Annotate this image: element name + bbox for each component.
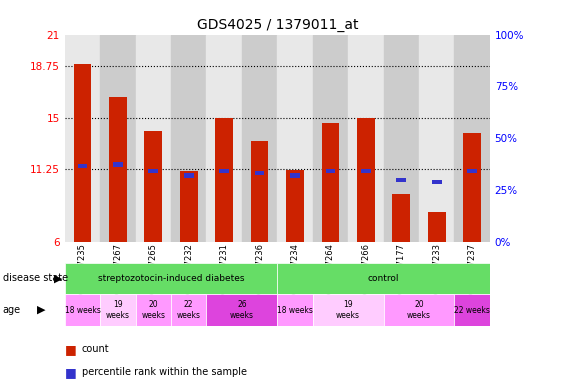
Bar (65, 263, 278, 294)
Text: streptozotocin-induced diabetes: streptozotocin-induced diabetes (98, 274, 244, 283)
Bar (348, 35, 383, 242)
Bar (171, 294, 207, 326)
Bar (74, 64, 91, 242)
Text: ▶: ▶ (53, 273, 62, 283)
Bar (454, 294, 490, 326)
Text: disease state: disease state (3, 273, 68, 283)
Bar (357, 118, 375, 242)
Bar (278, 263, 490, 294)
Bar (113, 162, 123, 167)
Bar (428, 212, 445, 242)
Text: 19
weeks: 19 weeks (336, 300, 360, 320)
Bar (286, 170, 304, 242)
Bar (180, 171, 198, 242)
Bar (278, 294, 312, 326)
Text: 22
weeks: 22 weeks (177, 300, 201, 320)
Bar (136, 294, 171, 326)
Text: 18 weeks: 18 weeks (277, 306, 313, 314)
Bar (312, 35, 348, 242)
Bar (463, 133, 481, 242)
Bar (136, 35, 171, 242)
Bar (383, 294, 454, 326)
Text: 20
weeks: 20 weeks (141, 300, 166, 320)
Bar (290, 174, 300, 178)
Bar (145, 131, 162, 242)
Bar (171, 35, 207, 242)
Bar (432, 180, 441, 184)
Title: GDS4025 / 1379011_at: GDS4025 / 1379011_at (196, 18, 358, 32)
Bar (78, 164, 87, 168)
Bar (184, 174, 194, 178)
Bar (215, 118, 233, 242)
Bar (207, 294, 278, 326)
Text: count: count (82, 344, 109, 354)
Bar (100, 294, 136, 326)
Bar (254, 171, 265, 175)
Text: 26
weeks: 26 weeks (230, 300, 254, 320)
Text: ■: ■ (65, 366, 77, 379)
Text: percentile rank within the sample: percentile rank within the sample (82, 367, 247, 377)
Bar (361, 169, 370, 174)
Bar (454, 35, 490, 242)
Bar (325, 169, 336, 174)
Text: control: control (368, 274, 399, 283)
Text: age: age (3, 305, 21, 315)
Bar (419, 35, 454, 242)
Bar (312, 294, 383, 326)
Text: 20
weeks: 20 weeks (407, 300, 431, 320)
Text: 19
weeks: 19 weeks (106, 300, 130, 320)
Text: 22 weeks: 22 weeks (454, 306, 490, 314)
Text: 18 weeks: 18 weeks (65, 306, 100, 314)
Bar (321, 123, 339, 242)
Bar (109, 97, 127, 242)
Bar (251, 141, 269, 242)
Text: ■: ■ (65, 343, 77, 356)
Bar (383, 35, 419, 242)
Bar (65, 35, 100, 242)
Bar (149, 169, 158, 174)
Text: ▶: ▶ (37, 305, 45, 315)
Bar (392, 194, 410, 242)
Bar (396, 178, 406, 182)
Bar (65, 294, 100, 326)
Bar (278, 35, 312, 242)
Bar (207, 35, 242, 242)
Bar (242, 35, 277, 242)
Bar (219, 169, 229, 174)
Bar (100, 35, 136, 242)
Bar (467, 169, 477, 174)
